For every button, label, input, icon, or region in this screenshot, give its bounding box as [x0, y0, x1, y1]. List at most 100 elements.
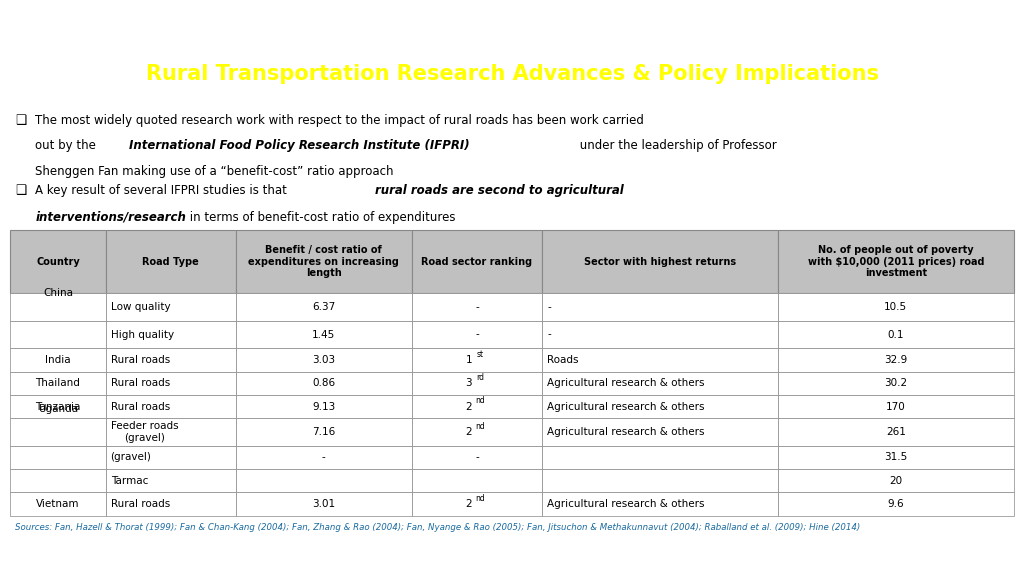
Text: 2: 2: [466, 401, 472, 411]
Bar: [10, 469, 105, 492]
Text: 1: 1: [466, 355, 472, 365]
Bar: [412, 492, 542, 516]
Text: rural roads are second to agricultural: rural roads are second to agricultural: [375, 184, 624, 197]
Bar: [412, 230, 542, 293]
Text: Low quality: Low quality: [111, 302, 170, 312]
Text: Road Type: Road Type: [142, 257, 200, 267]
Text: Tarmac: Tarmac: [111, 476, 147, 486]
Text: Road sector ranking: Road sector ranking: [421, 257, 532, 267]
Text: 0.1: 0.1: [888, 329, 904, 340]
Text: -: -: [475, 302, 479, 312]
Text: Feeder roads
(gravel): Feeder roads (gravel): [111, 421, 178, 443]
Text: 2: 2: [466, 427, 472, 437]
Text: Sector with highest returns: Sector with highest returns: [584, 257, 736, 267]
Text: International Food Policy Research Institute (IFPRI): International Food Policy Research Insti…: [129, 139, 470, 153]
Bar: [105, 293, 236, 321]
Bar: [105, 469, 236, 492]
Bar: [10, 230, 105, 293]
Text: out by the: out by the: [35, 139, 100, 153]
Text: Sources: Fan, Hazell & Thorat (1999); Fan & Chan-Kang (2004); Fan, Zhang & Rao (: Sources: Fan, Hazell & Thorat (1999); Fa…: [15, 522, 860, 532]
Bar: [778, 492, 1014, 516]
Bar: [542, 372, 778, 395]
Bar: [412, 446, 542, 469]
Text: 261: 261: [886, 427, 906, 437]
Bar: [778, 230, 1014, 293]
Bar: [412, 293, 542, 321]
Text: 6.37: 6.37: [312, 302, 336, 312]
Bar: [542, 492, 778, 516]
Text: 2: 2: [466, 499, 472, 509]
Bar: [778, 469, 1014, 492]
Bar: [542, 446, 778, 469]
Bar: [236, 418, 412, 446]
Text: interventions/research: interventions/research: [35, 211, 186, 223]
Text: 0.86: 0.86: [312, 378, 336, 388]
Text: The most widely quoted research work with respect to the impact of rural roads h: The most widely quoted research work wit…: [35, 114, 644, 127]
Text: -: -: [322, 452, 326, 463]
Text: 10.5: 10.5: [885, 302, 907, 312]
Bar: [542, 395, 778, 418]
Text: Rural roads: Rural roads: [111, 378, 170, 388]
Text: ❑: ❑: [15, 114, 27, 127]
Bar: [778, 321, 1014, 348]
Bar: [412, 372, 542, 395]
Bar: [105, 348, 236, 372]
Bar: [10, 395, 105, 418]
Bar: [236, 469, 412, 492]
Text: summary of key findings across IFPRI studies relating to the impact of rural roa: summary of key findings across IFPRI stu…: [35, 238, 521, 251]
Text: Agricultural research & others: Agricultural research & others: [547, 427, 705, 437]
Bar: [105, 418, 236, 446]
Bar: [778, 348, 1014, 372]
Bar: [105, 321, 236, 348]
Text: No. of people out of poverty
with $10,000 (2011 prices) road
investment: No. of people out of poverty with $10,00…: [808, 245, 984, 278]
Text: 3.01: 3.01: [312, 499, 336, 509]
Bar: [236, 372, 412, 395]
Text: Shenggen Fan making use of a “benefit-cost” ratio approach: Shenggen Fan making use of a “benefit-co…: [35, 165, 394, 178]
Text: -: -: [547, 302, 551, 312]
Text: nd: nd: [475, 422, 484, 431]
Bar: [778, 418, 1014, 446]
Bar: [105, 230, 236, 293]
Text: -: -: [475, 452, 479, 463]
Text: China: China: [43, 288, 73, 298]
Text: 9.6: 9.6: [888, 499, 904, 509]
Text: 30.2: 30.2: [885, 378, 907, 388]
Bar: [542, 293, 778, 321]
Bar: [10, 492, 105, 516]
Bar: [778, 372, 1014, 395]
Text: nd: nd: [475, 396, 484, 406]
Bar: [236, 230, 412, 293]
Text: (gravel): (gravel): [111, 452, 152, 463]
Text: Rural roads: Rural roads: [111, 401, 170, 411]
Bar: [10, 293, 105, 321]
Text: Thailand: Thailand: [36, 378, 80, 388]
Text: 31.5: 31.5: [884, 452, 907, 463]
Text: nd: nd: [475, 494, 484, 503]
Text: ❑: ❑: [15, 184, 27, 197]
Bar: [778, 293, 1014, 321]
Text: 3: 3: [466, 378, 472, 388]
Bar: [10, 372, 105, 395]
Text: Agricultural research & others: Agricultural research & others: [547, 401, 705, 411]
Text: under the leadership of Professor: under the leadership of Professor: [575, 139, 776, 153]
Text: 32.9: 32.9: [884, 355, 907, 365]
Text: LITERATURE REVIEW & CONCEPTUAL FRAMEWORK: LITERATURE REVIEW & CONCEPTUAL FRAMEWORK: [120, 13, 904, 41]
Bar: [542, 321, 778, 348]
Bar: [542, 348, 778, 372]
Text: ❑: ❑: [15, 238, 27, 251]
Text: Rural Transportation Research Advances & Policy Implications: Rural Transportation Research Advances &…: [145, 64, 879, 84]
Bar: [412, 348, 542, 372]
Bar: [412, 321, 542, 348]
Bar: [105, 446, 236, 469]
Text: st: st: [476, 350, 483, 359]
Bar: [412, 395, 542, 418]
Bar: [412, 418, 542, 446]
Bar: [236, 446, 412, 469]
Bar: [10, 418, 105, 446]
Text: 170: 170: [886, 401, 905, 411]
Bar: [542, 418, 778, 446]
Bar: [236, 395, 412, 418]
Bar: [778, 395, 1014, 418]
Text: 3.03: 3.03: [312, 355, 336, 365]
Bar: [236, 321, 412, 348]
